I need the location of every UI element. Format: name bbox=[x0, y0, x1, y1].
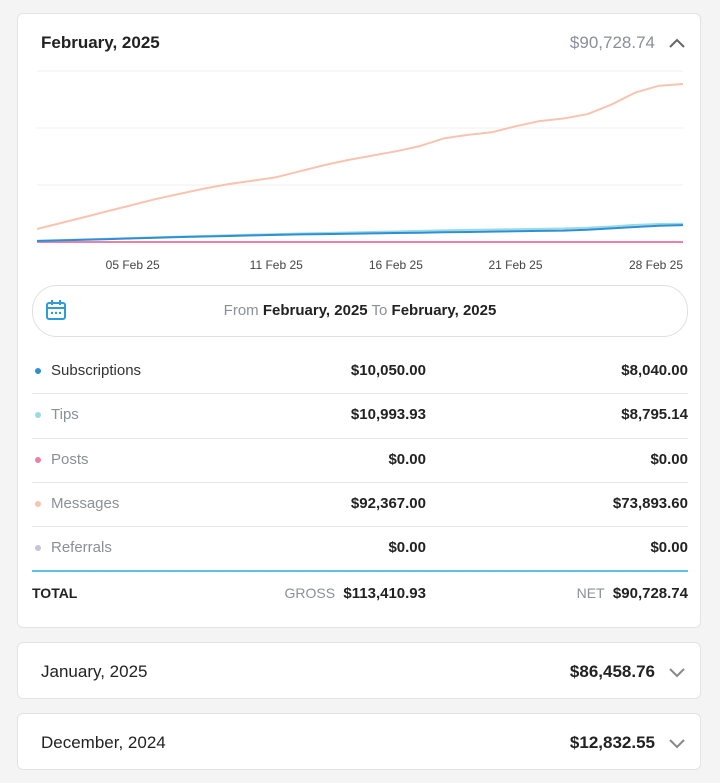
table-row: Subscriptions $10,050.00 $8,040.00 bbox=[32, 349, 688, 393]
net-amount: $8,040.00 bbox=[621, 362, 688, 379]
legend-dot bbox=[35, 456, 41, 463]
total-divider bbox=[32, 570, 688, 572]
x-tick-label: 28 Feb 25 bbox=[629, 258, 683, 272]
to-date: February, 2025 bbox=[391, 302, 497, 319]
series-line bbox=[36, 83, 684, 230]
x-tick-label: 21 Feb 25 bbox=[488, 258, 542, 272]
gross-amount: $0.00 bbox=[388, 539, 426, 557]
calendar-icon bbox=[46, 300, 66, 320]
row-label: Messages bbox=[51, 494, 120, 512]
month-card[interactable]: January, 2025 $86,458.76 bbox=[17, 642, 701, 699]
date-range[interactable]: From February, 2025 To February, 2025 bbox=[32, 285, 688, 337]
table-row: Tips $10,993.93 $8,795.14 bbox=[32, 393, 688, 437]
month-amount: $90,728.74 bbox=[569, 33, 655, 52]
row-label: Subscriptions bbox=[51, 362, 142, 379]
legend-dot bbox=[35, 545, 41, 552]
row-label: Referrals bbox=[51, 539, 112, 557]
month-title: February, 2025 bbox=[41, 33, 160, 52]
row-label: Tips bbox=[51, 406, 79, 424]
net-amount: $73,893.60 bbox=[612, 494, 688, 512]
expand-chevron[interactable] bbox=[668, 665, 686, 679]
gross-amount: $10,050.00 bbox=[350, 362, 426, 379]
legend-dot bbox=[35, 412, 41, 419]
series-line bbox=[36, 224, 684, 242]
month-title: December, 2024 bbox=[41, 733, 166, 752]
gross-label: GROSS bbox=[284, 585, 336, 601]
month-card: February, 2025 $90,728.74 05 Feb 25 11 Fe… bbox=[17, 13, 701, 628]
net-total: $90,728.74 bbox=[612, 585, 688, 602]
from-date: February, 2025 bbox=[262, 302, 368, 319]
row-divider bbox=[32, 393, 688, 395]
gross-total: $113,410.93 bbox=[343, 585, 426, 602]
net-amount: $8,795.14 bbox=[621, 406, 688, 424]
row-divider bbox=[32, 526, 688, 528]
to-label: To bbox=[371, 302, 388, 319]
gross-amount: $0.00 bbox=[388, 450, 426, 468]
row-divider bbox=[32, 481, 688, 483]
net-amount: $0.00 bbox=[650, 539, 688, 557]
x-tick-label: 11 Feb 25 bbox=[250, 258, 303, 272]
legend-dot bbox=[35, 368, 41, 374]
row-label: Posts bbox=[51, 450, 89, 468]
table-row: Referrals $0.00 $0.00 bbox=[32, 526, 688, 570]
chart: 05 Feb 25 11 Feb 25 16 Feb 25 21 Feb 25 28 F… bbox=[36, 70, 684, 272]
month-amount: $12,832.55 bbox=[569, 733, 655, 752]
x-tick-label: 16 Feb 25 bbox=[369, 258, 423, 272]
row-divider bbox=[32, 437, 688, 439]
table-row: Posts $0.00 $0.00 bbox=[32, 438, 688, 482]
total-label: TOTAL bbox=[32, 585, 78, 601]
expand-chevron[interactable] bbox=[668, 736, 686, 750]
month-amount: $86,458.76 bbox=[569, 662, 655, 681]
net-label: NET bbox=[576, 585, 605, 601]
net-amount: $0.00 bbox=[650, 450, 688, 468]
month-card[interactable]: December, 2024 $12,832.55 bbox=[17, 713, 701, 770]
x-tick-label: 05 Feb 25 bbox=[106, 258, 160, 272]
legend-dot bbox=[35, 500, 41, 507]
from-label: From bbox=[223, 302, 259, 319]
gross-amount: $92,367.00 bbox=[350, 494, 426, 512]
collapse-chevron[interactable] bbox=[668, 36, 686, 50]
month-title: January, 2025 bbox=[41, 662, 148, 681]
table-row: Messages $92,367.00 $73,893.60 bbox=[32, 482, 688, 526]
gross-amount: $10,993.93 bbox=[350, 406, 426, 424]
